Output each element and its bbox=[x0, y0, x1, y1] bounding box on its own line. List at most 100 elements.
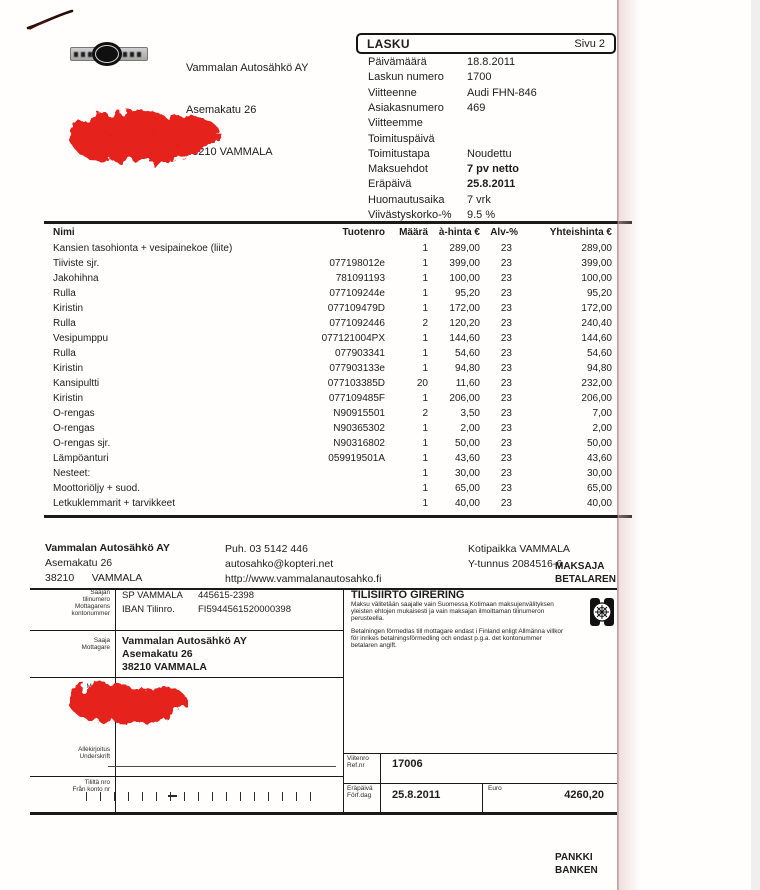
item-ahinta: 206,00 bbox=[449, 393, 480, 404]
table-bottom-rule bbox=[44, 515, 632, 518]
footer-company-city: 38210 VAMMALA bbox=[45, 572, 143, 584]
item-tuotenro: 077109479D bbox=[327, 303, 385, 314]
item-alv: 23 bbox=[500, 243, 512, 254]
meta-value: 18.8.2011 bbox=[467, 56, 516, 68]
tick-mark bbox=[226, 792, 227, 801]
item-ahinta: 399,00 bbox=[449, 258, 480, 269]
item-tuotenro: 077198012e bbox=[329, 258, 385, 269]
item-yht: 172,00 bbox=[581, 303, 612, 314]
meta-value: 25.8.2011 bbox=[467, 178, 516, 191]
item-ahinta: 172,00 bbox=[449, 303, 480, 314]
item-tuotenro: 077903133e bbox=[329, 363, 385, 374]
tick-mark bbox=[100, 792, 101, 801]
item-ahinta: 95,20 bbox=[454, 288, 480, 299]
iban-value: FI5944561520000398 bbox=[198, 604, 291, 615]
item-alv: 23 bbox=[500, 348, 512, 359]
item-tuotenro: 077121004PX bbox=[321, 333, 385, 344]
tick-mark bbox=[86, 792, 87, 801]
tick-mark bbox=[282, 792, 283, 801]
item-name: Tiiviste sjr. bbox=[53, 258, 100, 269]
item-yht: 100,00 bbox=[581, 273, 612, 284]
item-name: Kansipultti bbox=[53, 378, 100, 389]
giro-rule-recipient bbox=[30, 677, 343, 679]
giro-center-divider bbox=[343, 588, 345, 813]
item-yht: 50,00 bbox=[586, 438, 612, 449]
label-from-account: Tililtä nro Från konto nr bbox=[72, 779, 110, 793]
tilisiirto-text-sv: Betalningen förmedlas till mottagare end… bbox=[351, 628, 564, 649]
tick-mark bbox=[310, 792, 311, 801]
tick-mark bbox=[198, 792, 199, 801]
item-ahinta: 94,80 bbox=[454, 363, 480, 374]
ref-box-top-rule bbox=[343, 753, 617, 755]
meta-label: Viitteemme bbox=[368, 117, 423, 130]
item-yht: 399,00 bbox=[581, 258, 612, 269]
item-tuotenro: 077109244e bbox=[329, 288, 385, 299]
item-maara: 1 bbox=[422, 468, 428, 479]
item-name: Nesteet: bbox=[53, 468, 91, 479]
item-yht: 43,60 bbox=[586, 453, 612, 464]
item-ahinta: 65,00 bbox=[454, 483, 480, 494]
meta-value: 7 pv netto bbox=[467, 163, 519, 176]
table-row: Kansipultti 077103385D 20 11,60 23 232,00 bbox=[45, 378, 632, 393]
invoice-meta-row: Viitteemme bbox=[368, 117, 618, 132]
item-maara: 2 bbox=[422, 408, 428, 419]
table-row: Rulla 077903341 1 54,60 23 54,60 bbox=[45, 348, 632, 363]
table-row: Letkuklemmarit + tarvikkeet 1 40,00 23 40,00 bbox=[45, 498, 632, 513]
item-alv: 23 bbox=[500, 498, 512, 509]
meta-value: 9.5 % bbox=[467, 209, 496, 221]
footer-domicile: Kotipaikka VAMMALA bbox=[468, 543, 570, 555]
item-alv: 23 bbox=[500, 273, 512, 284]
footer-contact: Puh. 03 5142 446 autosahko@kopteri.net h… bbox=[225, 542, 381, 587]
tick-mark bbox=[212, 792, 213, 801]
item-yht: 7,00 bbox=[592, 408, 612, 419]
item-name: Kiristin bbox=[53, 303, 84, 314]
col-header-tuotenro: Tuotenro bbox=[342, 227, 385, 238]
item-name: Rulla bbox=[53, 288, 76, 299]
item-ahinta: 3,50 bbox=[460, 408, 480, 419]
meta-value: Audi FHN-846 bbox=[467, 86, 537, 99]
footer-phone: Puh. 03 5142 446 bbox=[225, 543, 308, 555]
item-name: Rulla bbox=[53, 348, 76, 359]
redaction-blob-payer bbox=[69, 682, 185, 723]
sender-name: Vammalan Autosähkö AY bbox=[186, 62, 309, 74]
invoice-title: LASKU bbox=[367, 36, 410, 51]
tick-mark bbox=[128, 792, 129, 801]
item-maara: 1 bbox=[422, 303, 428, 314]
tilisiirto-text-fi: Maksu välitetään saajalle vain Suomessa … bbox=[351, 601, 554, 622]
invoice-title-box: LASKU Sivu 2 bbox=[356, 33, 616, 54]
col-header-maara: Määrä bbox=[399, 227, 428, 238]
item-yht: 95,20 bbox=[586, 288, 612, 299]
tick-mark bbox=[240, 792, 241, 801]
item-maara: 1 bbox=[422, 258, 428, 269]
item-name: O-rengas bbox=[53, 423, 95, 434]
bank-giro-icon bbox=[590, 598, 614, 626]
item-name: Lämpöanturi bbox=[53, 453, 109, 464]
giro-recipient: Vammalan Autosähkö AY Asemakatu 26 38210… bbox=[122, 635, 247, 673]
invoice-meta-row: Toimituspäivä bbox=[368, 133, 618, 148]
giro-top-rule bbox=[30, 588, 617, 590]
account-bank: SP VAMMALA bbox=[122, 590, 183, 601]
bank-footer: PANKKI BANKEN bbox=[555, 851, 598, 877]
tick-mark bbox=[254, 792, 255, 801]
items-table-header: Nimi Tuotenro Määrä à-hinta € Alv-% Yhte… bbox=[45, 227, 632, 240]
item-maara: 1 bbox=[422, 453, 428, 464]
item-tuotenro: 077109485F bbox=[328, 393, 385, 404]
item-ahinta: 289,00 bbox=[449, 243, 480, 254]
due-box-top-rule bbox=[343, 783, 617, 785]
label-recipient: Saaja Mottagare bbox=[81, 637, 110, 651]
item-yht: 2,00 bbox=[592, 423, 612, 434]
col-header-nimi: Nimi bbox=[53, 227, 75, 238]
tick-mark bbox=[156, 792, 157, 801]
meta-label: Asiakasnumero bbox=[368, 101, 444, 114]
meta-label: Viitteenne bbox=[368, 86, 417, 99]
table-top-rule bbox=[44, 221, 632, 224]
col-header-yhteishinta: Yhteishinta € bbox=[549, 227, 612, 238]
meta-label: Huomautusaika bbox=[368, 193, 445, 206]
item-ahinta: 144,60 bbox=[449, 333, 480, 344]
invoice-meta-row: Laskun numero 1700 bbox=[368, 71, 618, 86]
table-row: Nesteet: 1 30,00 23 30,00 bbox=[45, 468, 632, 483]
item-maara: 1 bbox=[422, 288, 428, 299]
payer-heading-sv: BETALAREN bbox=[555, 573, 616, 585]
giro-rule-signature bbox=[30, 776, 343, 777]
page-number: Sivu 2 bbox=[574, 37, 605, 50]
